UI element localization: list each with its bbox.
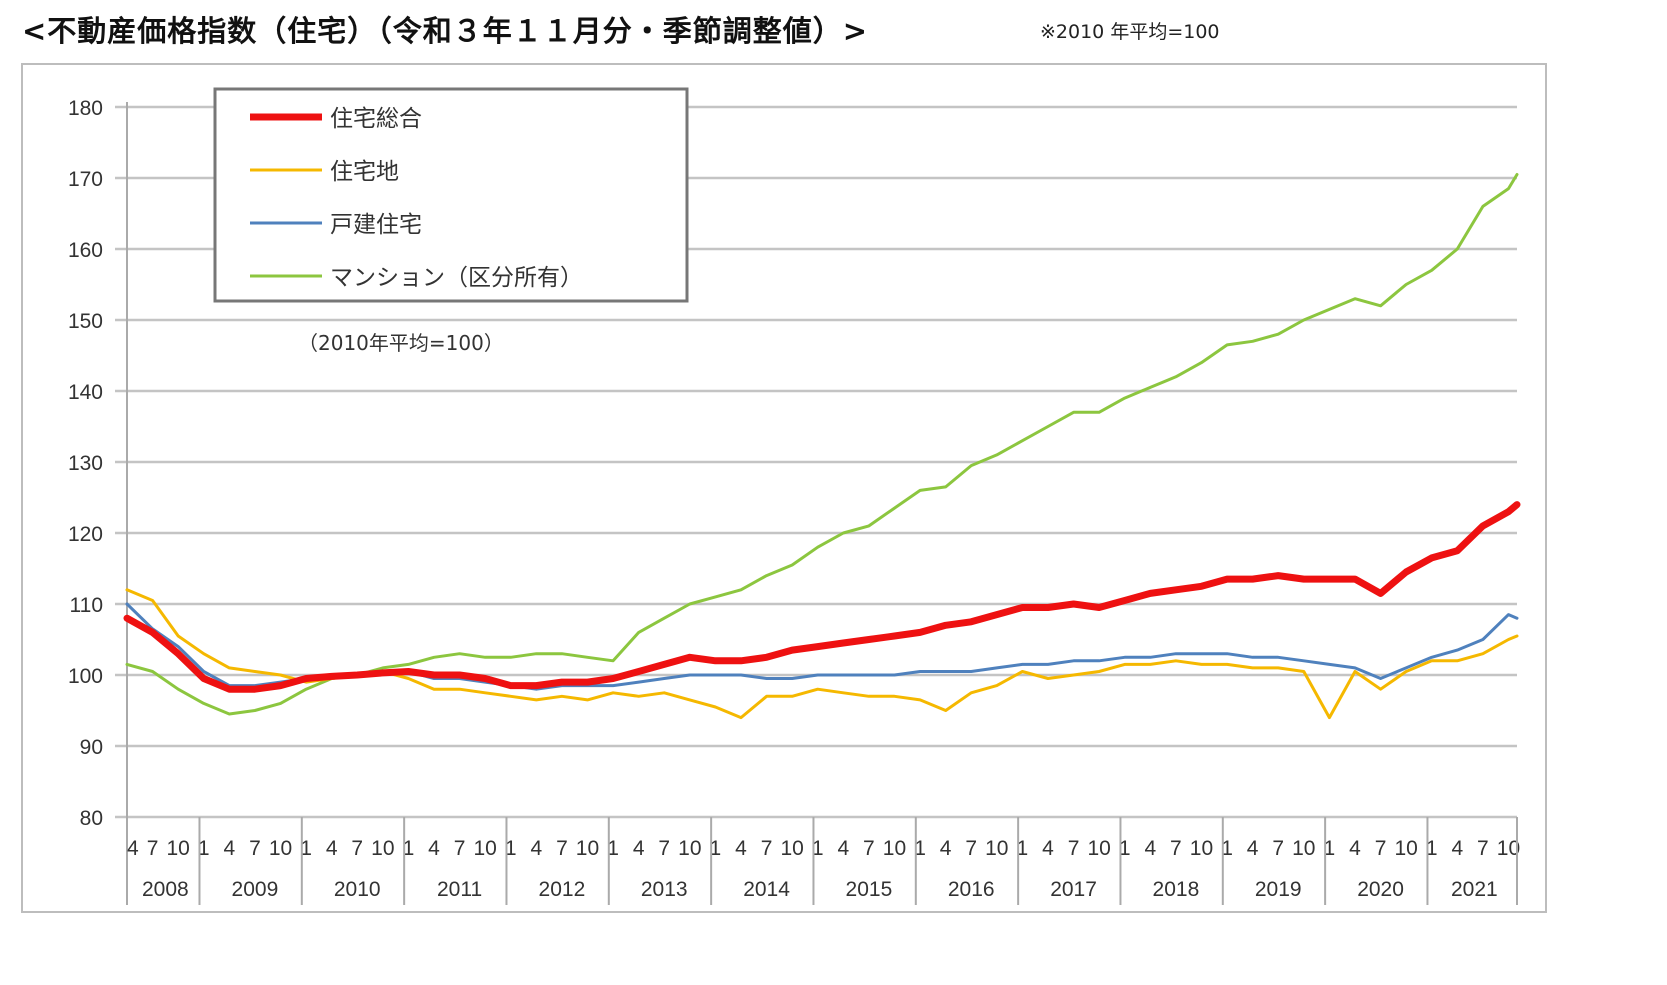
legend-label: 戸建住宅 <box>330 212 422 238</box>
x-year-label: 2017 <box>1050 878 1097 901</box>
y-tick-label: 130 <box>68 452 103 475</box>
y-tick-label: 110 <box>70 594 103 617</box>
x-month-tick-label: 10 <box>1292 837 1315 860</box>
x-month-tick-label: 10 <box>1497 837 1520 860</box>
x-month-tick-label: 7 <box>761 837 773 860</box>
x-month-tick-label: 1 <box>914 837 926 860</box>
x-month-tick-label: 1 <box>1017 837 1029 860</box>
x-month-tick-label: 7 <box>1477 837 1489 860</box>
x-month-tick-label: 1 <box>403 837 415 860</box>
x-month-tick-label: 10 <box>780 837 803 860</box>
x-month-tick-label: 1 <box>1221 837 1233 860</box>
y-tick-label: 160 <box>68 239 103 262</box>
x-month-tick-label: 7 <box>1272 837 1284 860</box>
y-tick-label: 120 <box>68 523 103 546</box>
x-year-label: 2010 <box>334 878 381 901</box>
x-month-tick-label: 4 <box>633 837 645 860</box>
base-note: ※2010 年平均=100 <box>1040 21 1220 43</box>
x-month-tick-label: 4 <box>530 837 542 860</box>
legend-label: 住宅総合 <box>330 106 422 132</box>
x-year-label: 2018 <box>1153 878 1200 901</box>
y-tick-label: 170 <box>68 168 103 191</box>
x-month-tick-label: 7 <box>1170 837 1182 860</box>
x-month-tick-label: 10 <box>1394 837 1417 860</box>
y-tick-label: 150 <box>68 310 103 333</box>
x-month-tick-label: 7 <box>454 837 466 860</box>
y-tick-label: 180 <box>68 97 103 120</box>
x-month-tick-label: 7 <box>1375 837 1387 860</box>
x-year-label: 2012 <box>539 878 586 901</box>
legend-box <box>213 87 689 303</box>
x-month-tick-label: 7 <box>658 837 670 860</box>
x-month-tick-label: 1 <box>1426 837 1438 860</box>
x-month-tick-label: 7 <box>863 837 875 860</box>
x-month-tick-label: 7 <box>147 837 159 860</box>
x-month-tick-label: 4 <box>1042 837 1054 860</box>
x-month-tick-label: 4 <box>223 837 235 860</box>
x-year-label: 2016 <box>948 878 995 901</box>
y-tick-label: 100 <box>68 665 103 688</box>
x-month-tick-label: 10 <box>985 837 1008 860</box>
x-month-tick-label: 1 <box>505 837 517 860</box>
x-month-tick-label: 10 <box>1190 837 1213 860</box>
x-month-tick-label: 10 <box>576 837 599 860</box>
x-month-tick-label: 4 <box>1247 837 1259 860</box>
x-year-label: 2019 <box>1255 878 1302 901</box>
y-tick-label: 90 <box>80 736 103 759</box>
x-month-tick-label: 1 <box>607 837 619 860</box>
x-month-tick-label: 4 <box>1144 837 1156 860</box>
x-year-label: 2008 <box>142 878 189 901</box>
x-month-tick-label: 10 <box>1087 837 1110 860</box>
x-month-tick-label: 10 <box>166 837 189 860</box>
chart-frame <box>21 63 1547 913</box>
series-lines <box>123 173 1521 720</box>
x-month-tick-label: 10 <box>269 837 292 860</box>
x-month-tick-label: 10 <box>371 837 394 860</box>
x-month-tick-label: 1 <box>710 837 722 860</box>
series-line <box>125 588 1519 720</box>
y-tick-label: 80 <box>80 807 103 830</box>
legend-label: マンション（区分所有） <box>330 265 583 291</box>
x-year-label: 2013 <box>641 878 688 901</box>
x-month-tick-label: 1 <box>300 837 312 860</box>
x-year-label: 2021 <box>1451 878 1498 901</box>
x-month-tick-label: 1 <box>198 837 210 860</box>
x-month-tick-label: 10 <box>678 837 701 860</box>
x-month-tick-label: 4 <box>940 837 952 860</box>
x-month-tick-label: 7 <box>351 837 363 860</box>
x-month-tick-label: 10 <box>473 837 496 860</box>
x-month-tick-label: 1 <box>812 837 824 860</box>
x-month-tick-label: 4 <box>127 837 139 860</box>
x-month-tick-label: 7 <box>1068 837 1080 860</box>
x-month-tick-label: 7 <box>965 837 977 860</box>
x-month-tick-label: 7 <box>249 837 261 860</box>
series-line <box>123 501 1521 693</box>
x-year-label: 2020 <box>1357 878 1404 901</box>
x-month-tick-label: 4 <box>735 837 747 860</box>
x-year-label: 2009 <box>232 878 279 901</box>
x-month-tick-label: 1 <box>1324 837 1336 860</box>
x-month-tick-label: 4 <box>326 837 338 860</box>
y-tick-label: 140 <box>68 381 103 404</box>
chart-note: （2010年平均=100） <box>298 331 504 355</box>
x-month-tick-label: 4 <box>1451 837 1463 860</box>
x-year-label: 2014 <box>743 878 790 901</box>
x-month-tick-label: 1 <box>1119 837 1131 860</box>
x-month-tick-label: 10 <box>883 837 906 860</box>
x-year-label: 2011 <box>437 878 482 901</box>
x-month-tick-label: 4 <box>1349 837 1361 860</box>
page-title: <不動産価格指数（住宅）（令和３年１１月分・季節調整値）> <box>22 14 869 48</box>
grid <box>115 105 1517 819</box>
x-month-tick-label: 4 <box>837 837 849 860</box>
x-month-tick-label: 7 <box>556 837 568 860</box>
x-month-tick-label: 4 <box>428 837 440 860</box>
x-year-label: 2015 <box>846 878 893 901</box>
legend-label: 住宅地 <box>330 159 399 185</box>
